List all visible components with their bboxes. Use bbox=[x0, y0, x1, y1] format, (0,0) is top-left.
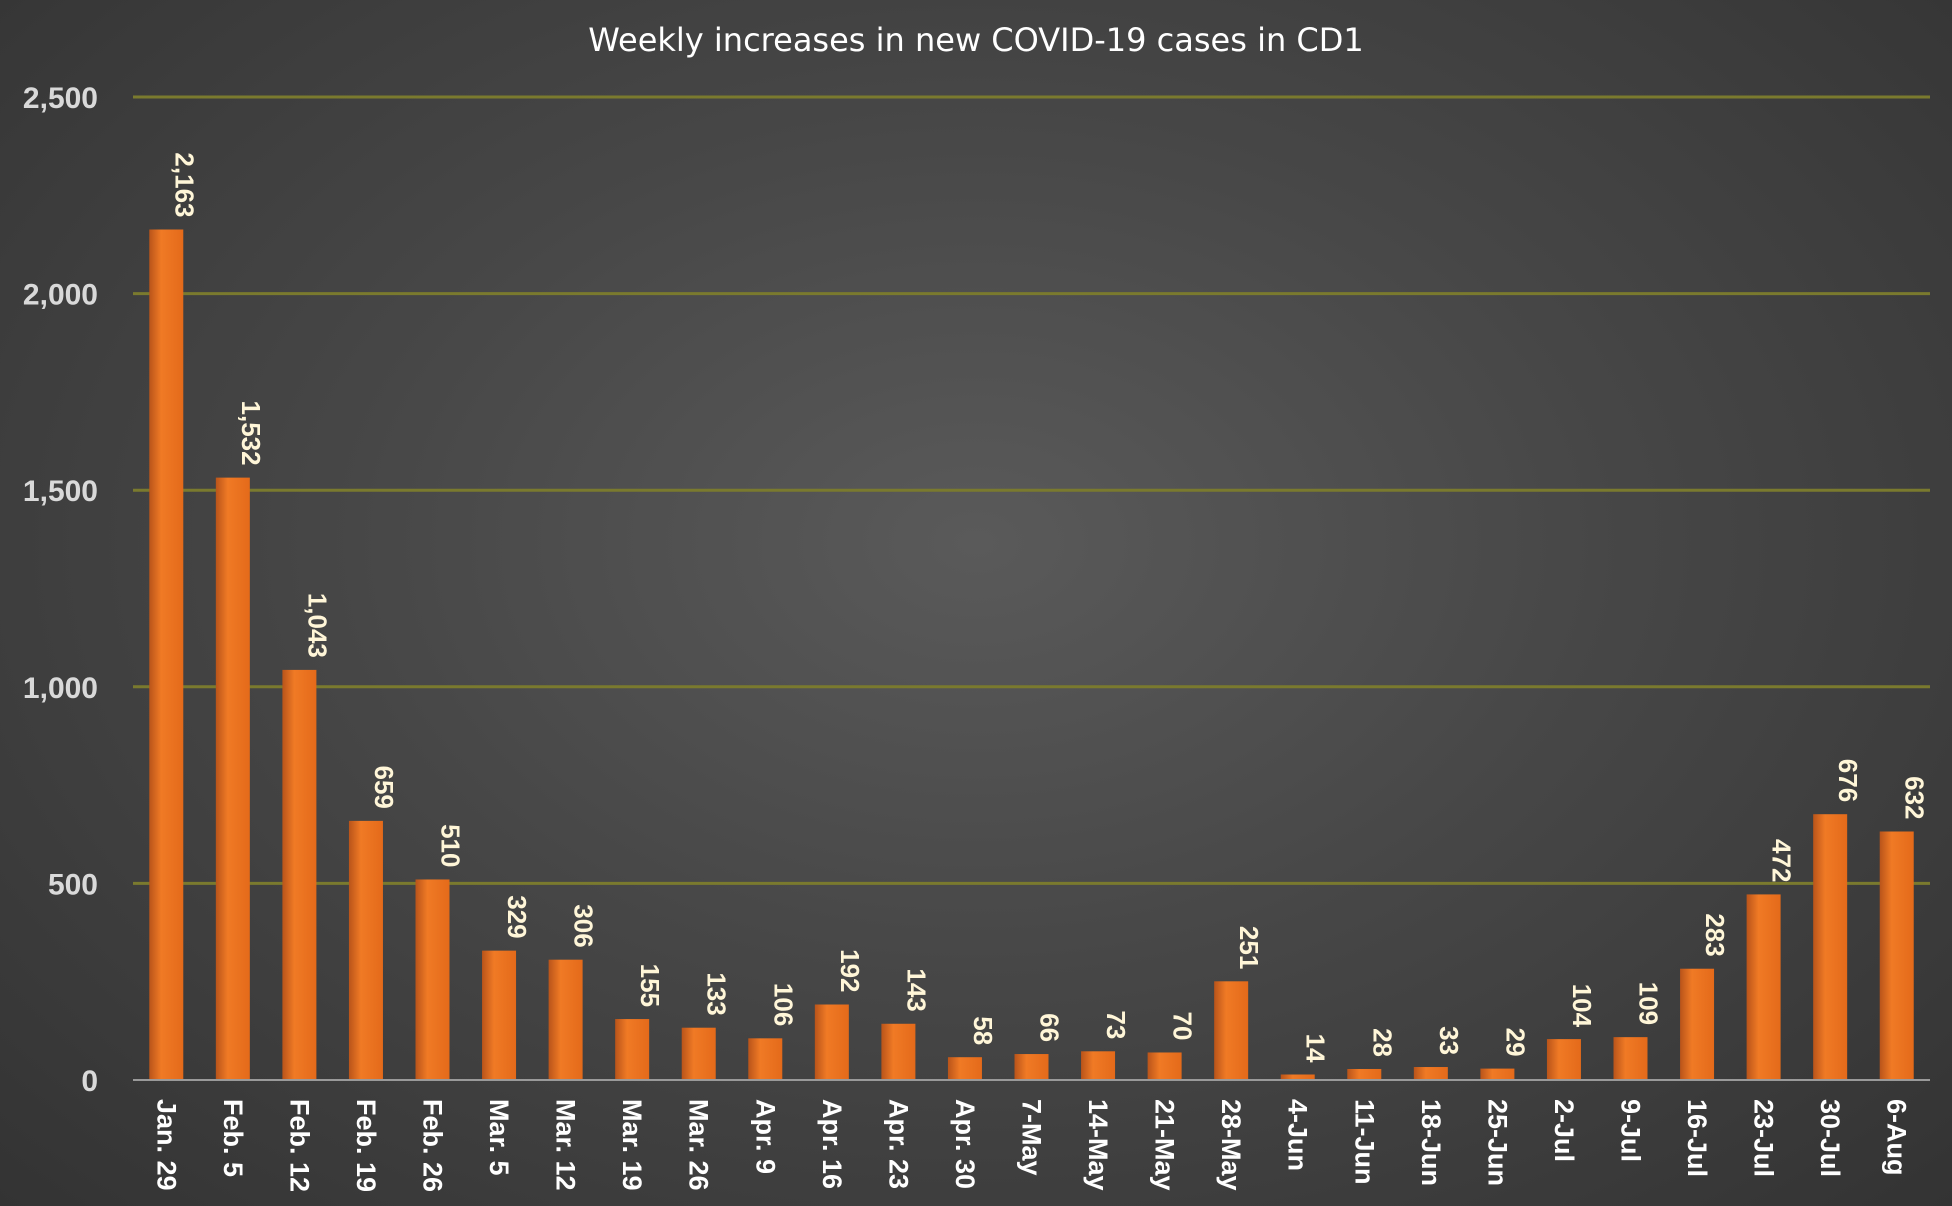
bar bbox=[1081, 1051, 1116, 1080]
data-label: 2,163 bbox=[169, 152, 199, 217]
y-tick-label: 500 bbox=[48, 868, 98, 901]
data-label: 73 bbox=[1101, 1010, 1131, 1039]
data-label: 676 bbox=[1833, 759, 1863, 802]
data-label: 192 bbox=[835, 949, 865, 992]
bar bbox=[215, 477, 250, 1080]
bar bbox=[814, 1004, 849, 1080]
bar bbox=[415, 879, 450, 1080]
data-label: 14 bbox=[1301, 1034, 1331, 1063]
y-axis-ticks: 0 500 1,000 1,500 2,000 2,500 bbox=[23, 82, 98, 1098]
bar bbox=[482, 950, 517, 1080]
data-label: 29 bbox=[1500, 1028, 1530, 1057]
bar bbox=[881, 1023, 916, 1080]
x-tick-label: 18-Jun bbox=[1416, 1099, 1446, 1186]
data-label: 472 bbox=[1767, 839, 1797, 882]
data-label: 251 bbox=[1234, 926, 1264, 969]
bar bbox=[1680, 968, 1715, 1080]
bar bbox=[1214, 981, 1249, 1080]
data-label: 70 bbox=[1168, 1012, 1198, 1041]
x-tick-label: Feb. 26 bbox=[418, 1099, 448, 1192]
data-label: 28 bbox=[1367, 1028, 1397, 1057]
data-label: 133 bbox=[702, 972, 732, 1015]
data-label: 33 bbox=[1434, 1026, 1464, 1055]
data-label: 659 bbox=[369, 765, 399, 808]
bar bbox=[1480, 1068, 1515, 1080]
bar bbox=[1280, 1074, 1315, 1080]
data-labels: 2,163 1,532 1,043 659 510 329 306 155 133 106 192 1… bbox=[169, 152, 1929, 1063]
bar bbox=[1413, 1067, 1448, 1080]
y-tick-label: 2,000 bbox=[23, 279, 98, 312]
x-tick-label: 9-Jul bbox=[1616, 1099, 1646, 1162]
bar bbox=[947, 1057, 982, 1080]
x-tick-label: Apr. 16 bbox=[817, 1099, 847, 1189]
x-tick-label: 7-May bbox=[1017, 1099, 1047, 1176]
bar bbox=[1879, 831, 1914, 1080]
x-tick-label: Mar. 19 bbox=[617, 1099, 647, 1191]
data-label: 510 bbox=[436, 824, 466, 867]
data-label: 283 bbox=[1700, 913, 1730, 956]
x-tick-label: 28-May bbox=[1216, 1099, 1246, 1191]
bar bbox=[548, 959, 583, 1080]
gridlines bbox=[133, 95, 1930, 885]
x-tick-label: Mar. 5 bbox=[484, 1099, 514, 1176]
x-tick-label: 14-May bbox=[1083, 1099, 1113, 1191]
bar bbox=[1014, 1054, 1049, 1080]
x-tick-label: 11-Jun bbox=[1349, 1099, 1379, 1185]
bar bbox=[282, 669, 317, 1080]
bar bbox=[748, 1038, 783, 1080]
data-label: 632 bbox=[1900, 776, 1930, 819]
x-tick-label: Feb. 12 bbox=[284, 1099, 314, 1192]
x-tick-label: Apr. 9 bbox=[750, 1099, 780, 1174]
x-tick-label: 6-Aug bbox=[1882, 1099, 1912, 1176]
x-tick-label: Feb. 5 bbox=[218, 1099, 248, 1177]
data-label: 106 bbox=[768, 983, 798, 1026]
bar bbox=[615, 1019, 650, 1080]
x-tick-label: Feb. 19 bbox=[351, 1099, 381, 1192]
x-tick-label: 16-Jul bbox=[1682, 1099, 1712, 1177]
x-tick-label: 25-Jun bbox=[1482, 1099, 1512, 1186]
data-label: 109 bbox=[1634, 982, 1664, 1025]
bar bbox=[149, 229, 184, 1080]
y-tick-label: 2,500 bbox=[23, 82, 98, 115]
data-label: 155 bbox=[635, 964, 665, 1007]
x-tick-label: 23-Jul bbox=[1749, 1099, 1779, 1177]
bar bbox=[348, 820, 383, 1080]
x-tick-label: Jan. 29 bbox=[151, 1099, 181, 1191]
bar bbox=[1813, 814, 1848, 1080]
data-label: 1,043 bbox=[302, 593, 332, 658]
data-label: 104 bbox=[1567, 984, 1597, 1028]
x-axis-ticks: Jan. 29 Feb. 5 Feb. 12 Feb. 19 Feb. 26 Mar. 5… bbox=[151, 1099, 1911, 1192]
x-tick-label: Mar. 26 bbox=[684, 1099, 714, 1191]
x-tick-label: 21-May bbox=[1150, 1099, 1180, 1191]
x-tick-label: 4-Jun bbox=[1283, 1099, 1313, 1171]
bar bbox=[1347, 1068, 1382, 1080]
y-tick-label: 1,500 bbox=[23, 475, 98, 508]
bar bbox=[1147, 1052, 1182, 1080]
bar bbox=[1746, 894, 1781, 1080]
x-tick-label: Mar. 12 bbox=[551, 1099, 581, 1191]
bar bbox=[1613, 1037, 1648, 1080]
bar bbox=[681, 1027, 716, 1080]
y-tick-label: 1,000 bbox=[23, 672, 98, 705]
data-label: 143 bbox=[901, 968, 931, 1011]
bars bbox=[149, 229, 1914, 1080]
data-label: 58 bbox=[968, 1016, 998, 1045]
bar bbox=[1546, 1039, 1581, 1080]
x-tick-label: Apr. 23 bbox=[883, 1099, 913, 1189]
x-tick-label: 30-Jul bbox=[1815, 1099, 1845, 1177]
x-tick-label: 2-Jul bbox=[1549, 1099, 1579, 1162]
y-tick-label: 0 bbox=[81, 1065, 98, 1098]
chart-title: Weekly increases in new COVID-19 cases i… bbox=[588, 21, 1364, 59]
data-label: 66 bbox=[1035, 1013, 1065, 1042]
data-label: 329 bbox=[502, 895, 532, 938]
x-tick-label: Apr. 30 bbox=[950, 1099, 980, 1189]
data-label: 306 bbox=[569, 904, 599, 947]
data-label: 1,532 bbox=[236, 401, 266, 466]
